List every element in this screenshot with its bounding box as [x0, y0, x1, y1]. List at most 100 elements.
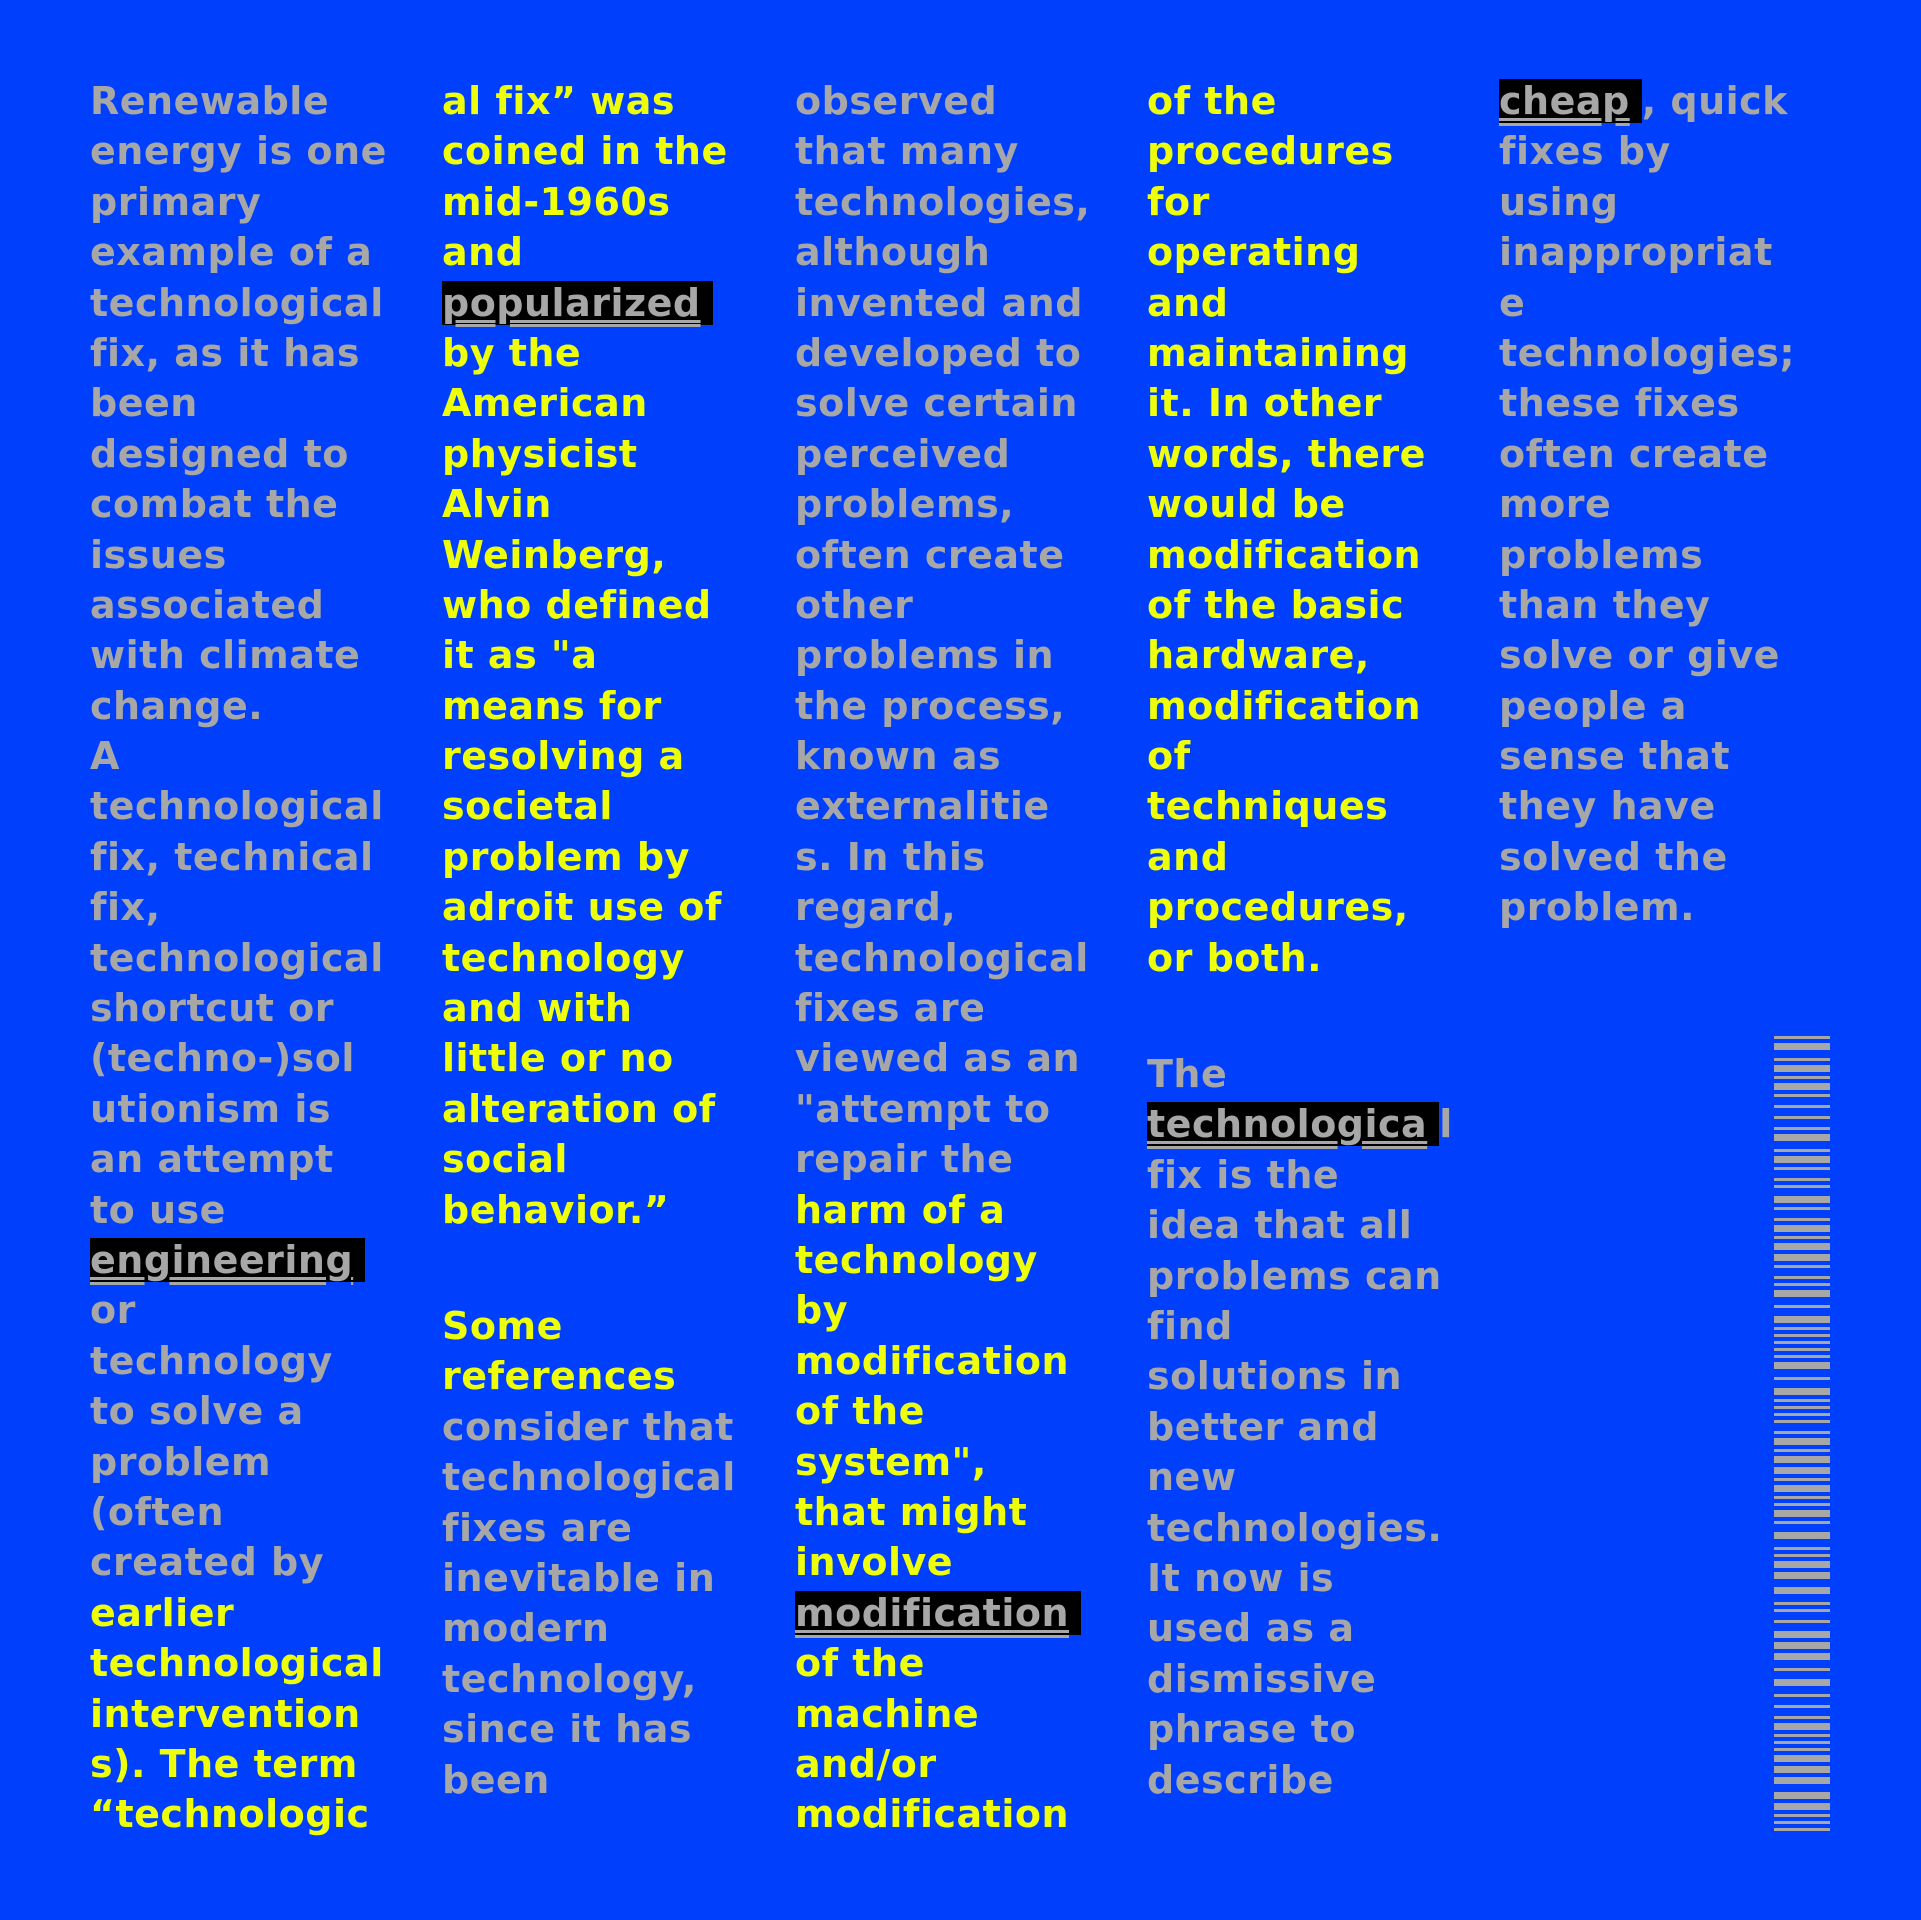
text-span: resolving a	[442, 734, 685, 779]
text-line: technology	[442, 933, 787, 983]
text-span: inappropriat	[1499, 230, 1773, 275]
text-column-1: Renewable energy is one primary example of …	[90, 76, 435, 1840]
text-column-3: observed that many technologies, although in…	[795, 76, 1140, 1840]
text-line: and/or	[795, 1739, 1140, 1789]
barcode-bar	[1774, 1413, 1830, 1416]
text-span: of the	[795, 1641, 925, 1686]
text-span: example of a	[90, 230, 373, 275]
text-span: fix, as it has	[90, 330, 360, 375]
barcode-bar	[1774, 1554, 1830, 1557]
text-line: and	[442, 227, 787, 277]
text-line: fixes are	[795, 983, 1140, 1033]
barcode-bar	[1774, 1478, 1830, 1481]
text-span: little or no	[442, 1036, 674, 1081]
barcode-bar	[1774, 1496, 1830, 1499]
text-span: energy is one	[90, 129, 387, 174]
text-span: modification	[1147, 532, 1422, 577]
text-span: created by	[90, 1540, 325, 1585]
barcode-bar	[1774, 1420, 1830, 1423]
text-span: and/or	[795, 1741, 937, 1786]
text-span: societal	[442, 784, 613, 829]
text-span: problems	[1499, 532, 1704, 577]
barcode-bar	[1774, 1828, 1830, 1831]
text-line: modification	[795, 1588, 1140, 1638]
text-span: observed	[795, 79, 998, 123]
highlighted-link[interactable]: modification	[795, 1590, 1082, 1635]
barcode-bar	[1774, 1431, 1830, 1434]
text-line: technological	[795, 933, 1140, 983]
barcode-bar	[1774, 1602, 1830, 1605]
text-line: problem	[90, 1437, 435, 1487]
text-span: find	[1147, 1303, 1233, 1348]
text-line: people a	[1499, 681, 1844, 731]
text-span: fix is the	[1147, 1152, 1340, 1197]
barcode-bar	[1774, 1388, 1830, 1395]
paragraph-break	[442, 1235, 787, 1301]
text-line: technological	[90, 1638, 435, 1688]
text-line: since it has	[442, 1704, 787, 1754]
text-line: social	[442, 1134, 787, 1184]
text-span: for	[1147, 179, 1210, 224]
highlighted-link[interactable]: engineering	[90, 1237, 366, 1282]
text-line: mid-1960s	[442, 177, 787, 227]
text-span: who defined	[442, 582, 712, 627]
text-line: created by	[90, 1537, 435, 1587]
barcode-bar	[1774, 1327, 1830, 1330]
barcode-bar	[1774, 1668, 1830, 1671]
barcode-bar	[1774, 1587, 1830, 1594]
text-line: little or no	[442, 1033, 787, 1083]
text-line: e	[1499, 278, 1844, 328]
text-span: alteration of	[442, 1086, 716, 1131]
text-line: intervention	[90, 1689, 435, 1739]
text-line: change.	[90, 681, 435, 731]
text-span: (often	[90, 1489, 224, 1534]
barcode-bar	[1774, 1362, 1830, 1369]
text-span: shortcut or	[90, 986, 335, 1031]
text-line: often create	[1499, 429, 1844, 479]
text-span: l	[1439, 1102, 1453, 1147]
barcode-bar	[1774, 1653, 1830, 1660]
barcode-bar	[1774, 1065, 1830, 1072]
highlighted-link[interactable]: cheap	[1499, 79, 1642, 123]
text-line: machine	[795, 1689, 1140, 1739]
barcode-bar	[1774, 1316, 1830, 1323]
text-span: change.	[90, 683, 264, 728]
text-span: operating	[1147, 230, 1361, 275]
text-span: behavior.”	[442, 1187, 670, 1232]
highlighted-link[interactable]: popularized	[442, 280, 713, 325]
text-line: behavior.”	[442, 1185, 787, 1235]
text-span: they have	[1499, 784, 1716, 829]
text-span: Renewable	[90, 79, 330, 123]
highlighted-link[interactable]: technologica	[1147, 1102, 1440, 1147]
text-line: describe	[1147, 1755, 1492, 1805]
text-span: sense that	[1499, 734, 1731, 779]
text-line: who defined	[442, 580, 787, 630]
text-line: procedures	[1147, 126, 1492, 176]
text-line: with climate	[90, 630, 435, 680]
text-line: used as a	[1147, 1603, 1492, 1653]
text-span: procedures,	[1147, 885, 1409, 930]
text-span: (techno-)sol	[90, 1036, 355, 1081]
text-span: technological	[90, 784, 384, 829]
text-line: procedures,	[1147, 882, 1492, 932]
text-line: designed to	[90, 429, 435, 479]
text-line: or both.	[1147, 933, 1492, 983]
barcode-bar	[1774, 1218, 1830, 1221]
text-line: technology	[795, 1235, 1140, 1285]
barcode-bar	[1774, 1561, 1830, 1568]
text-line: it. In other	[1147, 378, 1492, 428]
barcode-bar	[1774, 1355, 1830, 1358]
text-span: and	[1147, 280, 1229, 325]
text-span: and with	[442, 986, 633, 1031]
text-span: phrase to	[1147, 1707, 1357, 1752]
text-span: by	[795, 1288, 848, 1333]
barcode-bar	[1774, 1449, 1830, 1452]
text-span: solve or give	[1499, 633, 1780, 678]
text-line: modern	[442, 1603, 787, 1653]
text-span: , quick	[1641, 79, 1788, 123]
text-line: combat the	[90, 479, 435, 529]
text-line: technological	[90, 278, 435, 328]
barcode-bar	[1774, 1438, 1830, 1445]
text-span: more	[1499, 482, 1612, 527]
